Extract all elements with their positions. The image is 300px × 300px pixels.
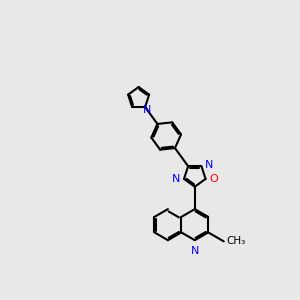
Text: O: O <box>209 174 218 184</box>
Text: N: N <box>143 105 152 115</box>
Text: N: N <box>171 174 180 184</box>
Text: CH₃: CH₃ <box>226 236 245 246</box>
Text: N: N <box>190 246 199 256</box>
Text: N: N <box>204 160 213 170</box>
